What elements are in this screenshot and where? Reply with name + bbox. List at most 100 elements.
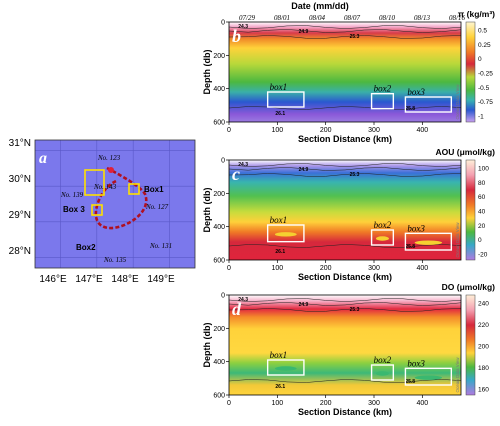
y-tick-label: 200 [213, 326, 225, 333]
colorbar-tick-label: 0 [478, 56, 482, 63]
x-tick-label: 200 [320, 400, 332, 407]
isopycnal-contour [228, 302, 462, 306]
plot-frame [228, 21, 462, 123]
variable-label: AOU (μmol/kg) [435, 147, 495, 157]
section-box-label: box3 [407, 358, 425, 368]
lat-label: 28°N [9, 246, 31, 257]
y-tick-label: 200 [213, 191, 225, 198]
colorbar-tick-label: 240 [478, 301, 489, 308]
plot-frame [228, 159, 462, 261]
lat-label: 30°N [9, 174, 31, 185]
section-box-label: box2 [374, 84, 392, 94]
map-box2 [91, 204, 103, 216]
map-ocean [35, 140, 195, 268]
section-box-label: box3 [407, 223, 425, 233]
isopycnal-contour [228, 35, 462, 39]
y-axis-label: Depth (db) [202, 50, 212, 95]
panel-letter-c: c [232, 164, 240, 184]
x-tick-label: 400 [416, 400, 428, 407]
section-box-label: box1 [270, 350, 288, 360]
lat-label: 31°N [9, 138, 31, 149]
map-box1 [128, 183, 140, 195]
x-tick-label: 0 [227, 127, 231, 134]
date-axis: 07/29 08/01 08/04 08/07 08/10 08/13 08/16 [239, 14, 465, 22]
isopycnal-contour [228, 244, 462, 248]
colorbar-tick-label: 180 [478, 365, 489, 372]
colorbar-tick-label: -20 [478, 252, 488, 259]
colorbar-tick-label: 80 [478, 180, 486, 187]
box-core-anomaly [375, 236, 389, 241]
section-box-box1 [266, 359, 305, 376]
plot-frame [228, 294, 462, 396]
lon-label: 146°E [39, 274, 67, 285]
lat-label: 29°N [9, 210, 31, 221]
variable-label: π (kg/m³) [458, 9, 495, 19]
panel-letter-a: a [39, 150, 47, 167]
section-box-box2 [370, 229, 395, 246]
colorbar-tick-label: 20 [478, 223, 486, 230]
contour-label: 25.3 [350, 34, 360, 40]
station-marker [108, 167, 114, 173]
station-label-127: No. 127 [145, 203, 169, 211]
station-label-143: No. 143 [93, 183, 117, 191]
map-box3 [84, 169, 105, 196]
colorbar-tick-label: 60 [478, 194, 486, 201]
colorbar-tick-label: -0.25 [478, 71, 493, 78]
x-axis-label: Section Distance (km) [298, 134, 392, 144]
box-core-anomaly [414, 375, 443, 380]
colorbar-tick-label: 0.25 [478, 42, 491, 49]
isopycnal-contour [228, 298, 462, 302]
x-tick-label: 100 [271, 265, 283, 272]
contour-label: 24.3 [238, 297, 248, 303]
station-label-123: No. 123 [97, 154, 121, 162]
section-box-label: box3 [407, 87, 425, 97]
contour-label: 24.9 [299, 167, 309, 173]
y-tick-label: 0 [221, 20, 225, 27]
contour-label: 24.9 [299, 29, 309, 35]
colorbar-tick-label: -1 [478, 114, 484, 121]
contour-label: 24.3 [238, 24, 248, 30]
y-axis-label: Depth (db) [202, 323, 212, 368]
colorbar-tick-label: 0.5 [478, 28, 487, 35]
box-core-anomaly [274, 366, 297, 371]
isopycnal-contour [228, 29, 462, 33]
contour-label: 25.8 [405, 106, 415, 112]
section-box-box1 [266, 224, 305, 243]
x-tick-label: 100 [271, 127, 283, 134]
date-tick-label: 07/29 [239, 14, 255, 22]
contour-label: 25.3 [350, 172, 360, 178]
contour-label: 24.9 [299, 302, 309, 308]
box-label-1: Box1 [144, 185, 164, 194]
y-tick-label: 0 [221, 293, 225, 300]
box-label-2: Box2 [76, 243, 96, 252]
x-axis-label: Section Distance (km) [298, 272, 392, 282]
isopycnal-contour [228, 379, 462, 383]
section-box-box2 [370, 92, 395, 110]
section-box-box3 [404, 96, 453, 113]
date-tick-label: 08/04 [309, 14, 325, 22]
isopycnal-contour [228, 163, 462, 167]
box-core-anomaly [375, 371, 389, 376]
date-axis-title: Date (mm/dd) [291, 1, 349, 11]
x-tick-label: 0 [227, 265, 231, 272]
section-box-box3 [404, 367, 453, 386]
x-axis-label: Section Distance (km) [298, 407, 392, 417]
y-tick-label: 600 [213, 258, 225, 265]
y-tick-label: 400 [213, 359, 225, 366]
colorbar-tick-label: 220 [478, 322, 489, 329]
isopycnal-contour [228, 173, 462, 177]
lon-label: 149°E [147, 274, 175, 285]
date-tick-label: 08/01 [274, 14, 290, 22]
section-box-label: box1 [270, 215, 288, 225]
date-tick-label: 08/16 [449, 14, 465, 22]
odv-watermark: Ocean Data View [455, 357, 460, 393]
colorbar-tick-label: -0.75 [478, 99, 493, 106]
x-tick-label: 300 [368, 127, 380, 134]
colorbar-tick-label: 200 [478, 344, 489, 351]
lon-label: 147°E [75, 274, 103, 285]
y-tick-label: 600 [213, 120, 225, 127]
section-box-box2 [370, 364, 395, 381]
date-tick-label: 08/07 [344, 14, 360, 22]
